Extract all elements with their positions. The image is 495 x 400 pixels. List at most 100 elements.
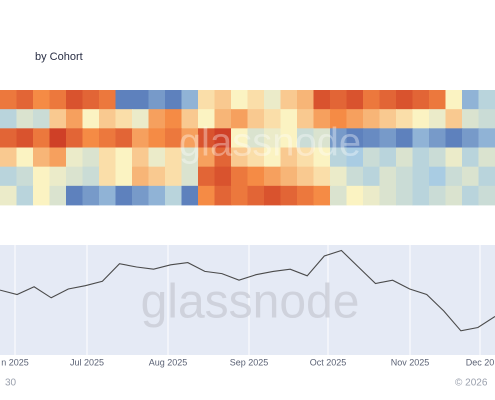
heat-cell [313, 185, 331, 206]
heat-cell [330, 109, 348, 129]
heat-cell [346, 185, 364, 206]
heat-cell [247, 147, 265, 168]
heat-cell [148, 147, 166, 168]
heat-cell [49, 109, 67, 129]
heat-cell [412, 185, 430, 206]
heat-cell [280, 128, 298, 148]
heat-cell [429, 185, 447, 206]
heat-cell [99, 90, 117, 110]
heat-cell [214, 185, 232, 206]
heat-cell [280, 166, 298, 187]
heat-cell [181, 166, 199, 187]
heat-cell [478, 166, 495, 187]
heat-cell [214, 147, 232, 168]
heat-cell [49, 185, 67, 206]
heat-cell [429, 166, 447, 187]
heat-cell [297, 147, 315, 168]
heat-cell [412, 90, 430, 110]
heat-cell [16, 90, 34, 110]
heat-cell [198, 166, 216, 187]
heat-cell [379, 185, 397, 206]
heatmap [0, 90, 495, 206]
heat-cell [363, 166, 381, 187]
heat-cell [16, 185, 34, 206]
heat-cell [478, 109, 495, 129]
heat-cell [297, 128, 315, 148]
heat-cell [82, 185, 100, 206]
footer-right: © 2026 [455, 378, 488, 389]
x-axis: n 2025 Jul 2025 Aug 2025 Sep 2025 Oct 2025 No… [1, 357, 494, 367]
heat-cell [412, 166, 430, 187]
heat-cell [313, 90, 331, 110]
heat-cell [313, 166, 331, 187]
heat-cell [198, 90, 216, 110]
heat-cell [99, 128, 117, 148]
heat-cell [115, 147, 133, 168]
heat-cell [379, 90, 397, 110]
heat-cell [396, 90, 414, 110]
heat-cell [313, 109, 331, 129]
heat-cell [132, 128, 150, 148]
heat-cell [82, 147, 100, 168]
heat-cell [264, 166, 282, 187]
heat-cell [66, 166, 84, 187]
heat-cell [264, 128, 282, 148]
heat-cell [346, 90, 364, 110]
heat-cell [82, 109, 100, 129]
heat-cell [379, 147, 397, 168]
heat-cell [115, 90, 133, 110]
heat-cell [462, 166, 480, 187]
plot-background [0, 245, 495, 355]
heat-cell [330, 185, 348, 206]
heat-cell [231, 166, 249, 187]
heat-cell [445, 128, 463, 148]
heat-cell [16, 166, 34, 187]
heat-cell [247, 90, 265, 110]
heat-cell [363, 147, 381, 168]
heat-cell [478, 147, 495, 168]
heat-cell [363, 90, 381, 110]
heat-cell [33, 90, 51, 110]
heat-cell [214, 90, 232, 110]
heat-cell [297, 185, 315, 206]
heat-cell [181, 147, 199, 168]
heat-cell [49, 90, 67, 110]
heat-cell [0, 109, 18, 129]
heat-cell [165, 109, 183, 129]
heat-cell [66, 90, 84, 110]
heat-cell [231, 128, 249, 148]
heat-cell [49, 128, 67, 148]
heat-cell [33, 147, 51, 168]
heat-cell [247, 185, 265, 206]
heat-cell [16, 128, 34, 148]
heat-cell [82, 90, 100, 110]
heat-cell [231, 90, 249, 110]
x-tick-label: Oct 2025 [310, 357, 347, 367]
heat-cell [297, 166, 315, 187]
heat-cell [478, 128, 495, 148]
heat-cell [181, 185, 199, 206]
heat-cell [132, 147, 150, 168]
heat-cell [99, 147, 117, 168]
heat-cell [132, 90, 150, 110]
heat-cell [181, 128, 199, 148]
heat-cell [49, 166, 67, 187]
heat-cell [115, 185, 133, 206]
heat-cell [396, 109, 414, 129]
heat-cell [148, 90, 166, 110]
chart-title: by Cohort [35, 51, 83, 63]
heat-cell [165, 147, 183, 168]
heat-cell [280, 90, 298, 110]
heat-cell [297, 109, 315, 129]
heat-cell [231, 109, 249, 129]
heat-cell [297, 90, 315, 110]
heat-cell [445, 166, 463, 187]
heat-cell [198, 128, 216, 148]
heat-cell [330, 166, 348, 187]
line-layer [0, 249, 495, 332]
heat-cell [181, 109, 199, 129]
heat-cell [346, 109, 364, 129]
heat-cell [412, 147, 430, 168]
heat-cell [264, 185, 282, 206]
